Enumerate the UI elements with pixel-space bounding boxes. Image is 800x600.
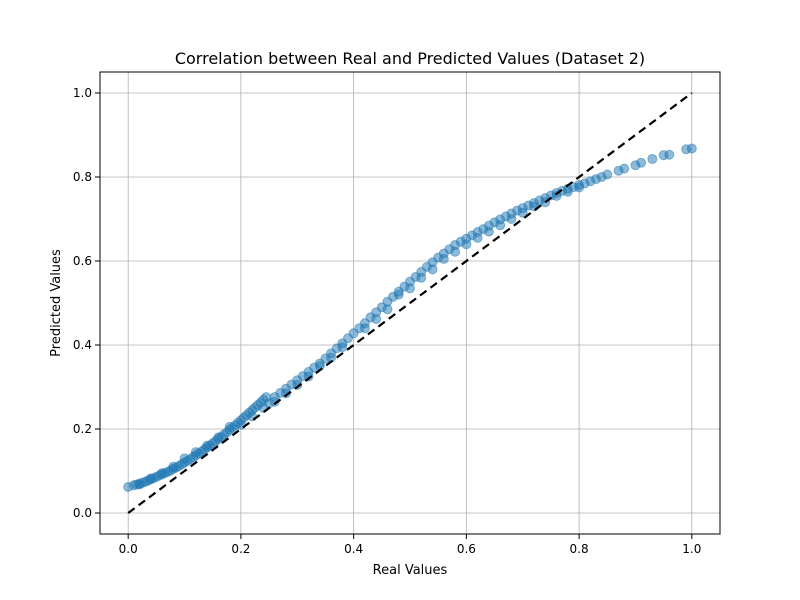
data-point <box>517 207 528 218</box>
data-point <box>134 479 145 490</box>
data-points <box>123 143 697 492</box>
data-point <box>472 232 483 243</box>
data-point <box>461 239 472 250</box>
data-point <box>574 182 585 193</box>
data-point <box>427 264 438 275</box>
data-point <box>664 149 675 160</box>
data-point <box>337 342 348 353</box>
x-tick-label: 0.2 <box>231 542 250 556</box>
plot-frame <box>99 71 721 535</box>
data-point <box>213 432 224 443</box>
data-point <box>405 283 415 294</box>
x-tick-label: 0.8 <box>570 542 589 556</box>
data-point <box>551 190 562 201</box>
data-point <box>359 323 370 334</box>
x-tick-label: 0.0 <box>119 542 138 556</box>
data-point <box>686 143 697 154</box>
y-tick-label: 0.6 <box>73 254 92 268</box>
x-axis-label: Real Values <box>373 563 448 578</box>
data-point <box>438 253 449 264</box>
y-tick-label: 1.0 <box>73 86 92 100</box>
reference-line <box>127 92 693 514</box>
y-tick-label: 0.8 <box>73 170 92 184</box>
x-tick-label: 0.6 <box>457 542 476 556</box>
data-point <box>168 461 179 472</box>
y-tick-label: 0.2 <box>73 422 92 436</box>
data-point <box>602 169 613 180</box>
data-point <box>157 468 167 479</box>
data-point <box>506 214 517 224</box>
data-point <box>416 272 427 283</box>
y-axis-label: Predicted Values <box>49 249 64 357</box>
y-tick-label: 0.0 <box>73 506 92 520</box>
data-point <box>382 304 393 315</box>
y-axis-ticks: 0.0 0.2 0.4 0.6 0.8 1.0 <box>73 86 100 520</box>
data-point <box>619 163 630 174</box>
data-point <box>647 153 658 164</box>
x-tick-label: 0.4 <box>344 542 363 556</box>
data-point <box>202 440 213 451</box>
data-point <box>179 453 190 464</box>
data-point <box>450 246 461 257</box>
data-point <box>224 421 235 432</box>
x-tick-label: 1.0 <box>682 542 701 556</box>
chart-title: Correlation between Real and Predicted V… <box>175 49 645 68</box>
data-point <box>483 226 494 237</box>
y-tick-label: 0.4 <box>73 338 92 352</box>
data-point <box>303 371 314 382</box>
data-point <box>495 220 506 231</box>
data-point <box>145 473 156 484</box>
data-point <box>562 186 573 197</box>
data-point <box>636 157 647 168</box>
data-point <box>393 289 404 300</box>
data-point <box>190 447 201 458</box>
x-axis-ticks: 0.0 0.2 0.4 0.6 0.8 1.0 <box>119 534 701 556</box>
data-point <box>371 313 382 324</box>
